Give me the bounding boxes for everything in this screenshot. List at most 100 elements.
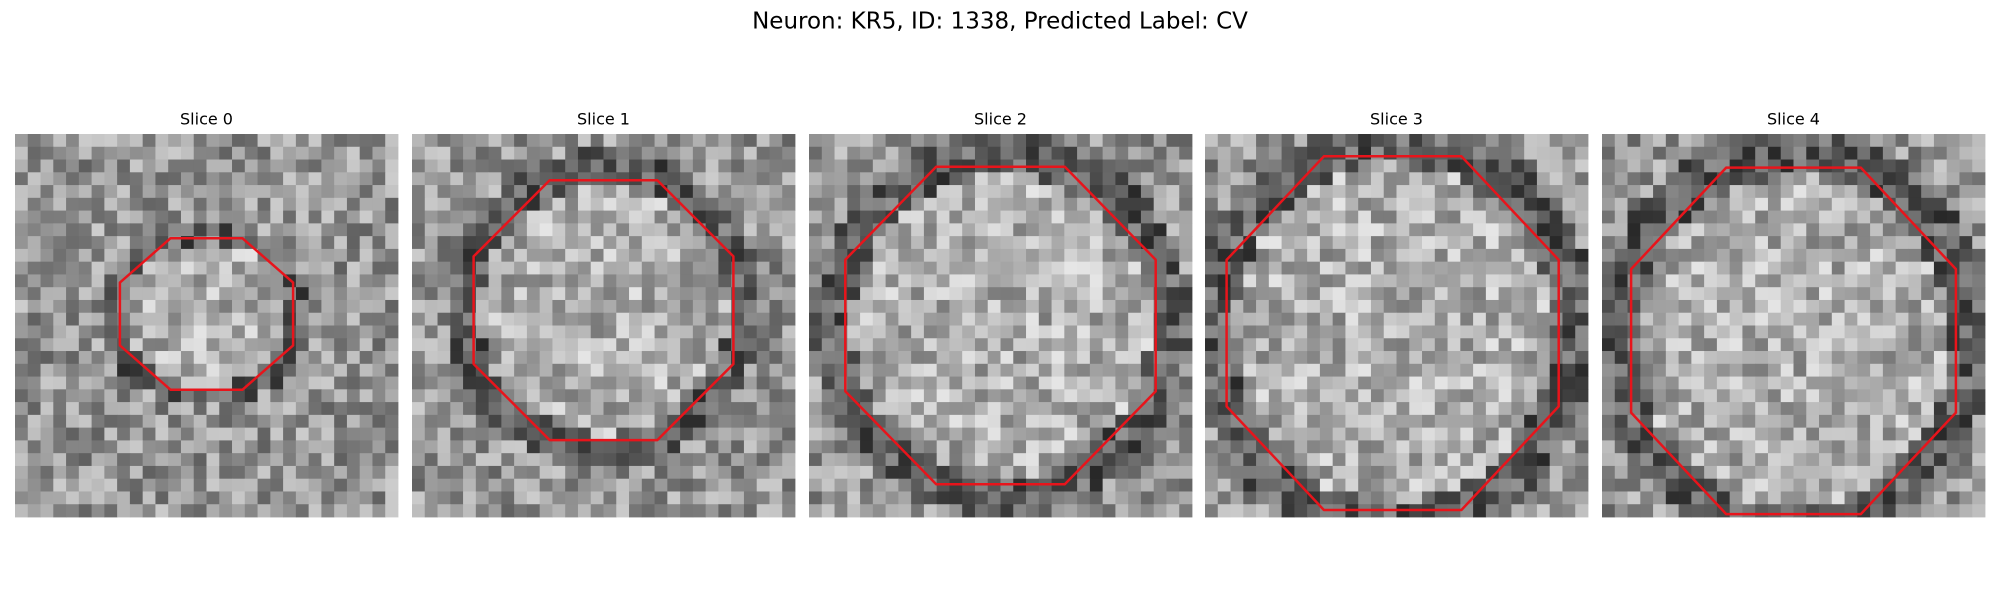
pixel xyxy=(334,376,348,390)
pixel xyxy=(1602,223,1616,237)
pixel xyxy=(1217,338,1231,352)
pixel xyxy=(1026,414,1040,429)
pixel xyxy=(1742,312,1756,326)
pixel xyxy=(1000,389,1014,403)
pixel xyxy=(1678,274,1692,288)
pixel xyxy=(1549,197,1563,211)
pixel xyxy=(885,351,899,365)
pixel xyxy=(552,376,566,390)
pixel xyxy=(847,351,861,365)
pixel xyxy=(129,236,144,250)
pixel xyxy=(1128,351,1142,365)
pixel xyxy=(872,248,886,263)
pixel xyxy=(1089,223,1104,237)
pixel xyxy=(718,427,732,441)
pixel xyxy=(334,287,348,301)
pixel xyxy=(1205,402,1219,416)
pixel xyxy=(66,414,80,429)
pixel xyxy=(155,299,169,314)
pixel xyxy=(1742,185,1756,199)
pixel xyxy=(308,197,322,211)
pixel xyxy=(1128,453,1142,467)
pixel xyxy=(334,453,348,467)
pixel xyxy=(40,236,54,250)
pixel xyxy=(1243,376,1257,390)
pixel xyxy=(680,159,694,173)
pixel xyxy=(1614,146,1628,160)
pixel xyxy=(603,185,617,199)
pixel xyxy=(1524,146,1538,160)
pixel xyxy=(949,223,963,237)
pixel xyxy=(1243,504,1257,518)
pixel xyxy=(78,299,92,314)
pixel xyxy=(987,197,1001,211)
pixel xyxy=(1562,478,1576,492)
pixel xyxy=(1422,414,1436,429)
slice-image xyxy=(412,134,796,518)
pixel xyxy=(463,453,477,467)
pixel xyxy=(1358,172,1372,186)
pixel xyxy=(565,274,579,288)
pixel xyxy=(257,223,271,237)
pixel xyxy=(1013,453,1027,467)
pixel xyxy=(1051,504,1065,518)
pixel xyxy=(1102,427,1116,441)
pixel xyxy=(155,172,169,186)
pixel xyxy=(1179,465,1193,480)
pixel xyxy=(911,312,925,326)
pixel xyxy=(603,274,617,288)
pixel xyxy=(1831,261,1845,275)
pixel xyxy=(1844,197,1858,211)
pixel xyxy=(1396,414,1410,429)
pixel xyxy=(1217,427,1231,441)
pixel xyxy=(501,402,515,416)
pixel xyxy=(385,504,399,518)
pixel xyxy=(1959,338,1973,352)
pixel xyxy=(847,146,861,160)
pixel xyxy=(463,414,477,429)
pixel xyxy=(1473,363,1487,377)
pixel xyxy=(1051,287,1065,301)
pixel xyxy=(1447,287,1461,301)
pixel xyxy=(1102,389,1116,403)
pixel xyxy=(129,325,144,339)
pixel xyxy=(821,287,835,301)
pixel xyxy=(1793,363,1807,377)
pixel xyxy=(705,261,719,275)
pixel xyxy=(1013,248,1027,263)
pixel xyxy=(321,440,335,454)
pixel xyxy=(629,134,643,148)
pixel xyxy=(334,402,348,416)
pixel xyxy=(117,210,131,224)
pixel xyxy=(654,159,668,173)
pixel xyxy=(1307,210,1321,224)
pixel xyxy=(1102,159,1116,173)
pixel xyxy=(1653,351,1667,365)
pixel xyxy=(321,236,335,250)
pixel xyxy=(142,299,156,314)
pixel xyxy=(834,389,848,403)
pixel xyxy=(1562,440,1576,454)
pixel xyxy=(809,504,823,518)
pixel xyxy=(1089,236,1104,250)
pixel xyxy=(718,414,732,429)
pixel xyxy=(1780,402,1794,416)
pixel xyxy=(142,210,156,224)
pixel xyxy=(168,376,182,390)
pixel xyxy=(168,172,182,186)
pixel xyxy=(1064,325,1078,339)
pixel xyxy=(847,465,861,480)
pixel xyxy=(359,504,373,518)
pixel xyxy=(142,197,156,211)
pixel xyxy=(1000,491,1014,505)
pixel xyxy=(1870,325,1884,339)
pixel xyxy=(475,427,489,441)
pixel xyxy=(1614,197,1628,211)
pixel xyxy=(1665,134,1679,148)
pixel xyxy=(1256,478,1270,492)
pixel xyxy=(1447,427,1461,441)
pixel xyxy=(782,299,796,314)
pixel xyxy=(27,325,41,339)
pixel xyxy=(962,504,976,518)
pixel xyxy=(1485,197,1500,211)
